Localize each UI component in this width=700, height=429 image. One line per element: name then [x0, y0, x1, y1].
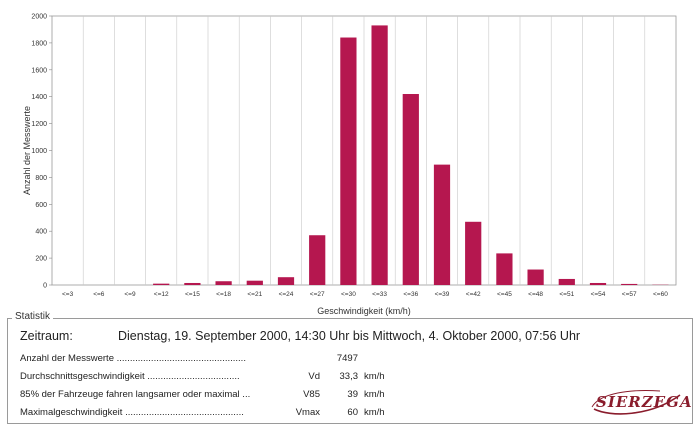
bar-7: [277, 277, 295, 285]
y-tick-label: 1800: [31, 40, 47, 47]
y-tick-label: 0: [43, 283, 47, 290]
logo-swoosh-icon: [591, 390, 681, 415]
x-tick-label: <=48: [528, 291, 543, 298]
stat-value: 60: [347, 407, 358, 418]
chart-grid: [51, 15, 677, 286]
x-tick-label: <=9: [124, 291, 136, 298]
y-tick-label: 200: [35, 256, 47, 263]
bar-5: [215, 281, 232, 285]
x-tick-label: <=42: [466, 291, 481, 298]
x-tick-label: <=18: [216, 291, 231, 298]
bar-18: [621, 283, 638, 285]
y-tick-label: 1400: [31, 94, 47, 101]
y-tick-label: 2000: [31, 14, 47, 21]
bar-4: [184, 282, 201, 285]
stat-unit: km/h: [364, 371, 385, 382]
period-label: Zeitraum:: [20, 329, 73, 343]
histogram-chart: 0 200 400 600 800 1000 1200 1400 1600 1800 2000 <=3…: [22, 14, 677, 316]
x-tick-label: <=21: [247, 291, 262, 298]
sierzega-logo: SIERZEGA: [590, 387, 692, 417]
bar-10: [371, 25, 388, 285]
bar-13: [465, 221, 482, 285]
y-tick-label: 400: [35, 229, 47, 236]
y-tick-label: 800: [35, 175, 47, 182]
x-tick-label: <=51: [559, 291, 574, 298]
bar-6: [246, 280, 263, 285]
stat-symbol: Vmax: [295, 407, 320, 418]
stat-label: Maximalgeschwindigkeit .................…: [20, 407, 244, 418]
y-tick-label: 1200: [31, 121, 47, 128]
x-tick-label: <=39: [435, 291, 450, 298]
x-axis-title: Geschwindigkeit (km/h): [317, 306, 411, 316]
bar-15: [527, 269, 544, 285]
x-tick-label: <=57: [622, 291, 637, 298]
bar-12: [433, 164, 451, 285]
x-tick-label: <=45: [497, 291, 512, 298]
stat-symbol: V85: [303, 389, 320, 400]
logo-text: SIERZEGA: [596, 393, 693, 411]
y-axis-title: Anzahl der Messwerte: [22, 106, 32, 195]
stat-label: Durchschnittsgeschwindigkeit ...........…: [20, 371, 240, 382]
x-tick-label: <=30: [341, 291, 356, 298]
y-tick-label: 1000: [31, 148, 47, 155]
stat-value: 7497: [336, 353, 358, 364]
stat-value: 39: [347, 389, 358, 400]
x-tick-label: <=3: [62, 291, 74, 298]
x-tick-label: <=54: [591, 291, 606, 298]
stat-unit: km/h: [364, 389, 385, 400]
bar-3: [153, 283, 170, 285]
statistics-panel: Statistik Zeitraum: Dienstag, 19. Septem…: [7, 311, 693, 424]
x-tick-label: <=33: [372, 291, 387, 298]
bar-17: [589, 282, 607, 285]
x-tick-label: <=36: [403, 291, 418, 298]
bar-8: [309, 235, 326, 285]
statistics-title: Statistik: [12, 311, 54, 322]
period-text: Dienstag, 19. September 2000, 14:30 Uhr …: [118, 329, 581, 343]
stat-unit: km/h: [364, 407, 385, 418]
bar-16: [558, 278, 575, 285]
stat-label: Anzahl der Messwerte ...................…: [20, 353, 246, 364]
bar-14: [496, 253, 513, 285]
x-tick-label: <=15: [185, 291, 200, 298]
x-tick-label: <=24: [279, 291, 294, 298]
chart-axes: 0 200 400 600 800 1000 1200 1400 1600 1800 2000 <=3…: [31, 14, 668, 299]
chart-area: 0 200 400 600 800 1000 1200 1400 1600 1800 2000 <=3…: [22, 14, 677, 316]
bar-11: [402, 94, 419, 285]
stat-symbol: Vd: [308, 371, 320, 382]
x-tick-label: <=60: [653, 291, 668, 298]
stat-label: 85% der Fahrzeuge fahren langsamer oder …: [20, 389, 251, 400]
y-tick-label: 600: [35, 202, 47, 209]
bar-9: [340, 37, 357, 285]
stat-value: 33,3: [339, 371, 359, 382]
x-tick-label: <=27: [310, 291, 325, 298]
y-tick-label: 1600: [31, 67, 47, 74]
x-tick-label: <=6: [93, 291, 105, 298]
chart-bars: [153, 25, 669, 285]
x-tick-label: <=12: [154, 291, 169, 298]
